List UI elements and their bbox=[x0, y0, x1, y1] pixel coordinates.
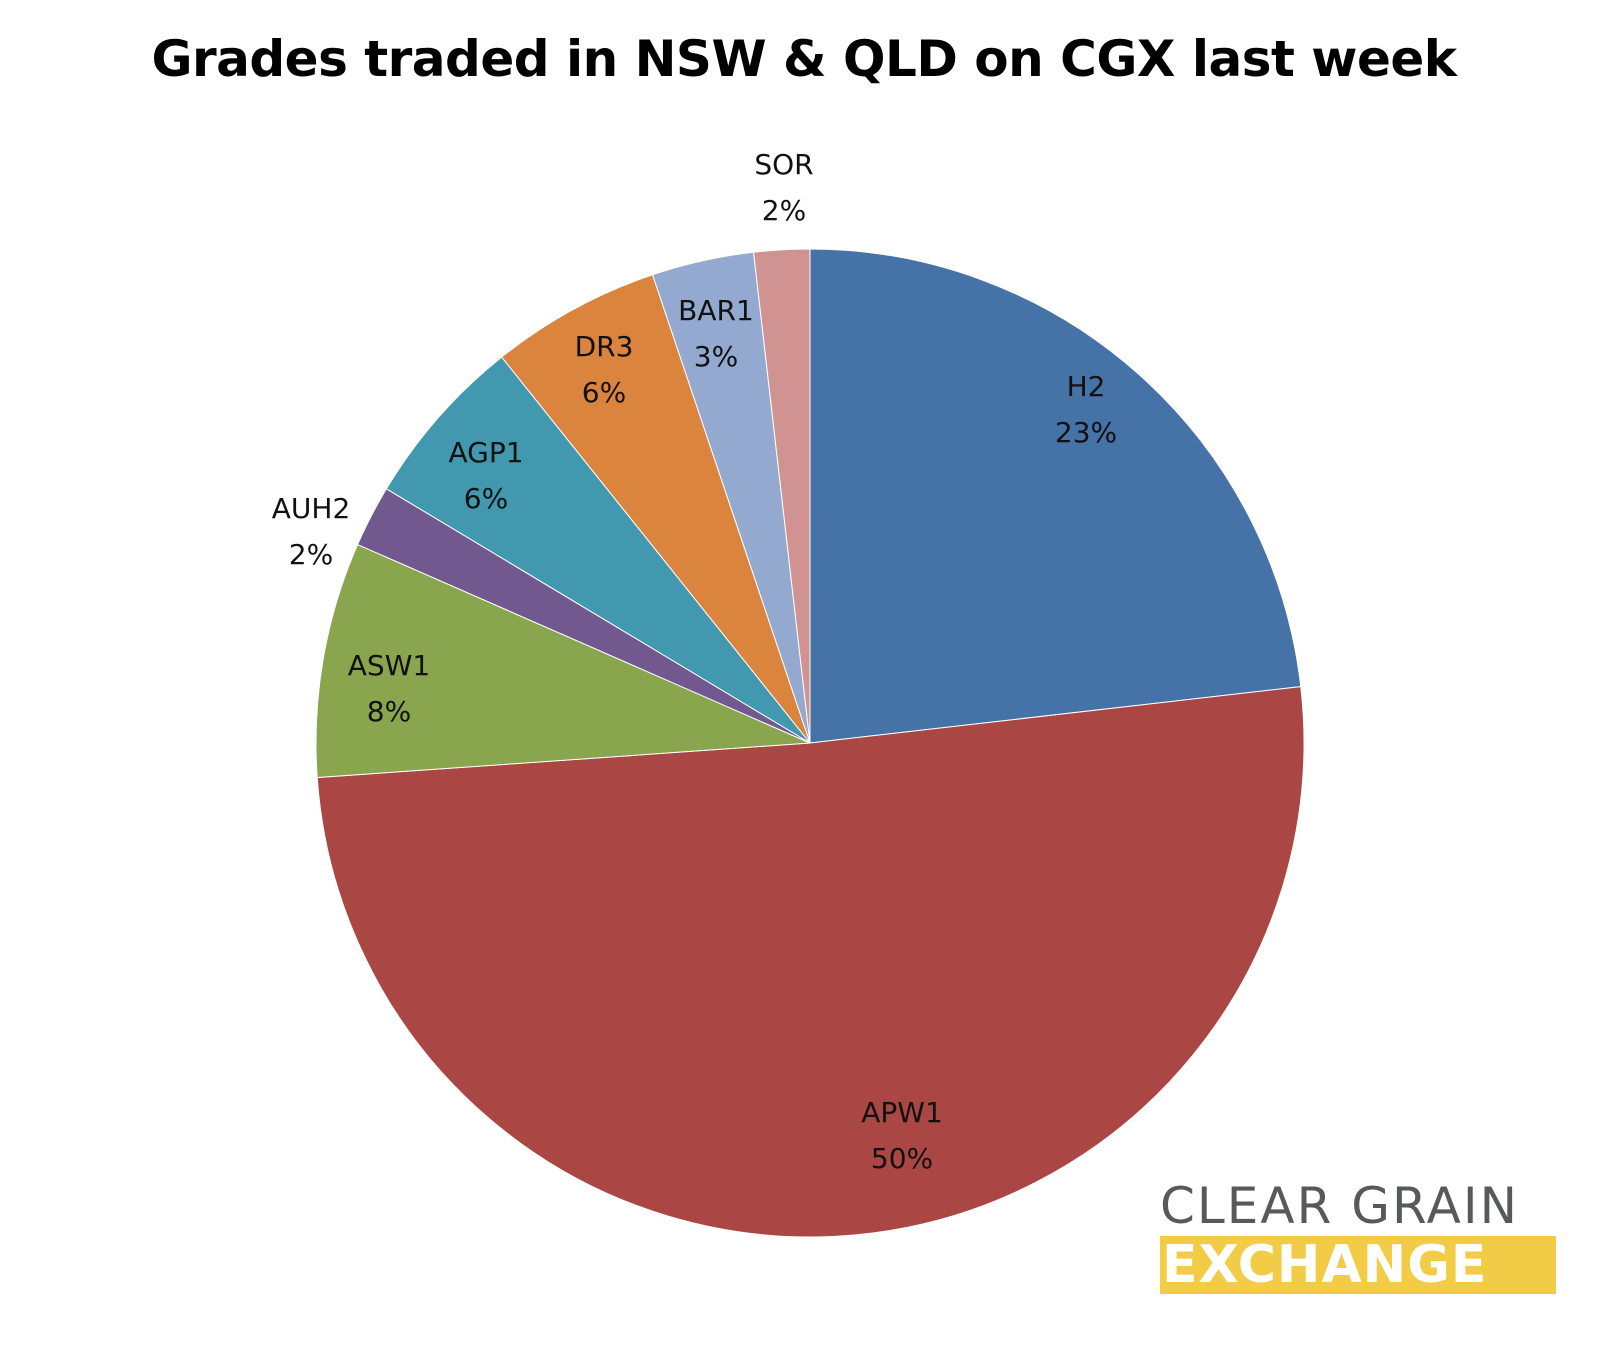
pie-labels: H2 23% APW1 50% ASW1 8% AUH2 2% AGP1 6% DR3 6% BAR1 3… bbox=[272, 148, 1117, 1175]
slice-label-dr3: DR3 bbox=[575, 330, 634, 363]
pie-slice-h2 bbox=[809, 248, 1302, 744]
slice-percent-h2: 23% bbox=[1055, 416, 1117, 449]
slice-label-auh2: AUH2 bbox=[272, 492, 351, 525]
pie-slice-asw1 bbox=[315, 543, 811, 779]
slice-label-bar1: BAR1 bbox=[678, 294, 754, 327]
logo-text-line2: EXCHANGE bbox=[1160, 1236, 1556, 1294]
slice-label-h2: H2 bbox=[1067, 370, 1106, 403]
slice-label-asw1: ASW1 bbox=[348, 649, 430, 682]
pie-slice-sor bbox=[753, 248, 811, 744]
pie-slice-agp1 bbox=[385, 356, 811, 744]
slice-label-agp1: AGP1 bbox=[448, 436, 523, 469]
pie-slice-dr3 bbox=[500, 274, 811, 744]
pie-slice-apw1 bbox=[316, 686, 1305, 1238]
slice-label-apw1: APW1 bbox=[861, 1096, 943, 1129]
pie-slices bbox=[315, 248, 1305, 1238]
clear-grain-exchange-logo: CLEAR GRAIN EXCHANGE bbox=[1160, 1180, 1556, 1294]
logo-text-line1: CLEAR GRAIN bbox=[1160, 1177, 1520, 1235]
slice-percent-bar1: 3% bbox=[694, 340, 738, 373]
slice-label-sor: SOR bbox=[754, 148, 813, 181]
slice-percent-dr3: 6% bbox=[582, 376, 626, 409]
slice-percent-auh2: 2% bbox=[289, 538, 333, 571]
slice-percent-sor: 2% bbox=[762, 194, 806, 227]
slice-percent-asw1: 8% bbox=[367, 695, 411, 728]
slice-percent-agp1: 6% bbox=[464, 482, 508, 515]
chart-title: Grades traded in NSW & QLD on CGX last w… bbox=[151, 30, 1457, 88]
slice-percent-apw1: 50% bbox=[871, 1142, 933, 1175]
